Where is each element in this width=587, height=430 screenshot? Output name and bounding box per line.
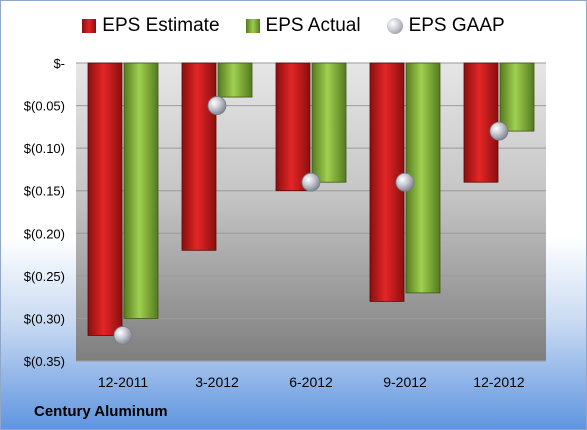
gaap-markers [113, 96, 509, 345]
marker-eps-gaap [395, 172, 415, 192]
x-tick-label: 9-2012 [383, 374, 427, 390]
marker-eps-gaap [113, 326, 133, 345]
marker-eps-gaap [301, 172, 321, 192]
bar-eps-actual [311, 62, 347, 183]
bar-eps-estimate [275, 62, 311, 192]
x-tick-label: 6-2012 [289, 374, 333, 390]
legend-label-gaap: EPS GAAP [408, 15, 505, 36]
legend-label-actual: EPS Actual [265, 15, 361, 36]
legend-item-actual: EPS Actual [245, 15, 361, 37]
x-axis-labels: 12-2011 3-2012 6-2012 9-2012 12-2012 [98, 374, 525, 390]
legend: EPS Estimate EPS Actual EPS GAAP [1, 15, 586, 37]
marker-eps-gaap [489, 121, 509, 141]
legend-item-gaap: EPS GAAP [386, 15, 505, 37]
y-tick-label: $(0.25) [24, 269, 65, 284]
legend-label-estimate: EPS Estimate [102, 15, 220, 36]
bar-eps-actual [499, 62, 535, 132]
bars [87, 62, 535, 336]
legend-swatch-actual [245, 19, 260, 33]
y-tick-label: $- [53, 56, 65, 71]
x-tick-label: 12-2012 [473, 374, 525, 390]
y-tick-label: $(0.20) [24, 226, 65, 241]
legend-item-estimate: EPS Estimate [82, 15, 220, 37]
legend-swatch-gaap [386, 18, 403, 34]
company-name: Century Aluminum [34, 403, 168, 420]
marker-eps-gaap [207, 96, 227, 115]
legend-swatch-estimate [82, 19, 97, 33]
y-tick-label: $(0.15) [24, 184, 65, 199]
bar-eps-actual [217, 62, 253, 98]
y-tick-label: $(0.05) [24, 99, 65, 114]
bar-eps-estimate [87, 62, 123, 336]
x-tick-label: 12-2011 [98, 374, 149, 390]
y-tick-label: $(0.10) [24, 141, 65, 156]
bar-eps-actual [123, 62, 159, 319]
y-tick-label: $(0.35) [24, 354, 65, 369]
bar-eps-estimate [463, 62, 499, 183]
y-axis-labels: $- $(0.05) $(0.10) $(0.15) $(0.20) $(0.25) $(0… [24, 56, 65, 369]
bar-eps-estimate [181, 62, 217, 251]
y-tick-label: $(0.30) [24, 311, 65, 326]
x-tick-label: 3-2012 [195, 374, 239, 390]
